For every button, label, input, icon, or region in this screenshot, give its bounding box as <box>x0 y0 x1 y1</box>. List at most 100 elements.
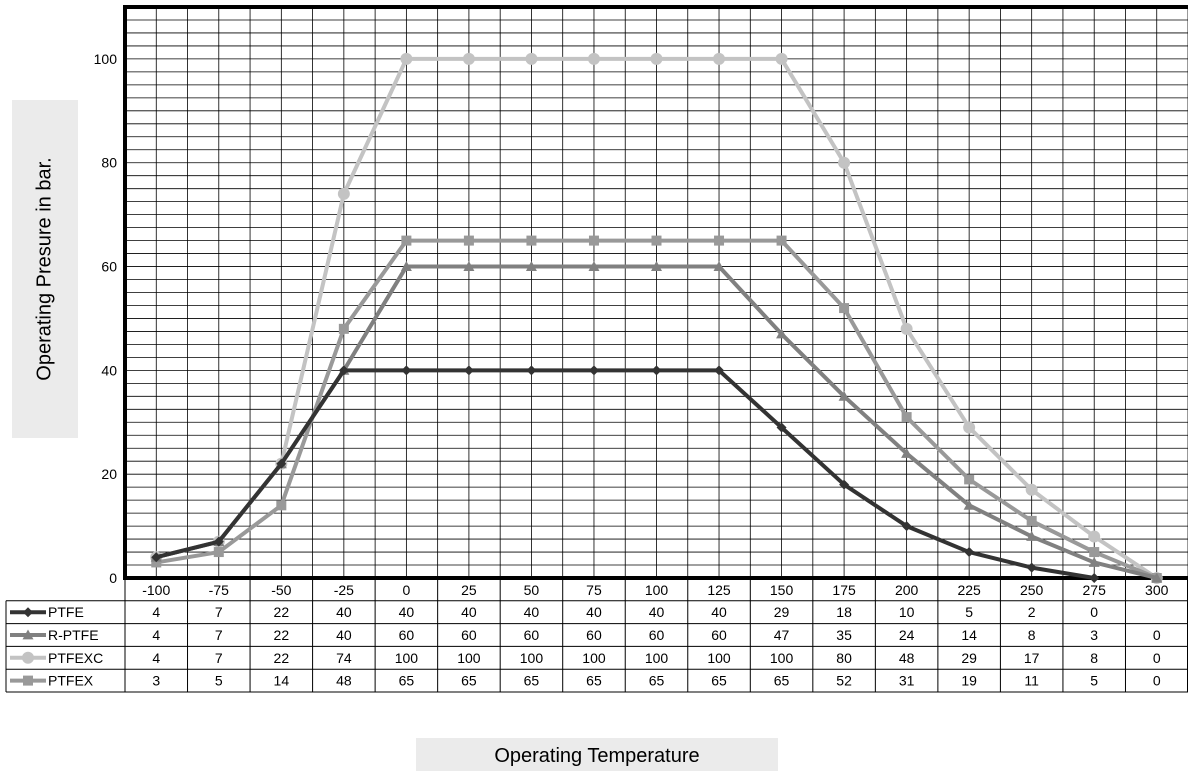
data-label: 40 <box>461 604 477 620</box>
data-label: 100 <box>707 650 731 666</box>
x-axis-label-box: Operating Temperature <box>416 738 778 771</box>
data-point-ptfexc <box>1025 483 1038 496</box>
data-label: 47 <box>774 627 790 643</box>
data-label: 14 <box>274 673 290 689</box>
data-label: 60 <box>586 627 602 643</box>
x-tick-label: 50 <box>524 582 540 598</box>
data-point-ptfex <box>964 474 975 485</box>
y-tick-label: 60 <box>101 259 117 275</box>
data-label: 2 <box>1028 604 1036 620</box>
data-label: 19 <box>961 673 977 689</box>
data-point-ptfex <box>276 500 287 511</box>
data-label: 3 <box>152 673 160 689</box>
data-label: 31 <box>899 673 915 689</box>
data-label: 65 <box>524 673 540 689</box>
x-tick-label: -100 <box>142 582 170 598</box>
data-point-r-ptfe <box>463 261 475 271</box>
data-point-r-ptfe <box>1088 556 1100 567</box>
data-label: 5 <box>215 673 223 689</box>
data-label: 52 <box>836 673 852 689</box>
data-point-ptfe <box>839 479 850 490</box>
data-point-r-ptfe <box>776 328 788 339</box>
legend-label: R-PTFE <box>48 627 99 643</box>
data-point-ptfex <box>151 557 162 568</box>
y-tick-label: 100 <box>94 51 118 67</box>
data-point-r-ptfe <box>400 261 412 271</box>
data-label: 60 <box>524 627 540 643</box>
data-label: 3 <box>1090 627 1098 643</box>
data-label: 35 <box>836 627 852 643</box>
data-label: 5 <box>965 604 973 620</box>
x-tick-label: 300 <box>1145 582 1169 598</box>
data-label: 0 <box>1153 650 1161 666</box>
data-label: 10 <box>899 604 915 620</box>
data-point-ptfexc <box>525 52 538 65</box>
data-label: 100 <box>520 650 544 666</box>
data-label: 40 <box>711 604 727 620</box>
data-point-r-ptfe <box>963 499 975 510</box>
data-point-r-ptfe <box>1026 530 1038 541</box>
data-label: 29 <box>774 604 790 620</box>
data-label: 4 <box>152 604 160 620</box>
x-tick-label: 225 <box>957 582 981 598</box>
data-label: 5 <box>1090 673 1098 689</box>
data-point-ptfe <box>964 547 975 558</box>
data-point-ptfexc <box>1088 530 1101 543</box>
x-tick-label: 275 <box>1083 582 1107 598</box>
data-point-ptfe <box>401 365 412 376</box>
series-line-ptfe <box>155 368 1095 580</box>
data-label: 8 <box>1028 627 1036 643</box>
data-label: 65 <box>649 673 665 689</box>
data-label: 100 <box>582 650 606 666</box>
x-tick-label: -25 <box>334 582 354 598</box>
data-point-ptfex <box>1026 515 1037 526</box>
data-label: 40 <box>336 604 352 620</box>
data-label: 100 <box>457 650 481 666</box>
data-label: 17 <box>1024 650 1040 666</box>
data-point-ptfex <box>714 235 725 246</box>
data-point-ptfex <box>401 235 412 246</box>
data-point-ptfexc <box>900 322 913 335</box>
data-point-ptfexc <box>963 421 976 434</box>
data-label: 100 <box>395 650 419 666</box>
data-point-ptfex <box>839 303 850 314</box>
data-label: 100 <box>645 650 669 666</box>
data-point-ptfe <box>526 365 537 376</box>
data-label: 65 <box>399 673 415 689</box>
data-label: 60 <box>461 627 477 643</box>
x-tick-label: -50 <box>271 582 291 598</box>
data-point-ptfe <box>213 536 224 547</box>
data-point-ptfe <box>651 365 662 376</box>
data-label: 40 <box>399 604 415 620</box>
x-tick-label: 250 <box>1020 582 1044 598</box>
data-label: 24 <box>899 627 915 643</box>
data-point-ptfex <box>1089 547 1100 558</box>
data-point-ptfexc <box>462 52 475 65</box>
legend-label: PTFE <box>48 604 84 620</box>
data-label: 22 <box>274 604 290 620</box>
data-label: 22 <box>274 627 290 643</box>
data-point-ptfe <box>1089 573 1100 583</box>
data-label: 65 <box>711 673 727 689</box>
data-point-ptfe <box>1026 562 1037 573</box>
data-point-ptfexc <box>587 52 600 65</box>
x-tick-label: 0 <box>402 582 410 598</box>
y-tick-label: 20 <box>101 466 117 482</box>
data-label: 48 <box>899 650 915 666</box>
data-point-ptfexc <box>713 52 726 65</box>
legend-key-marker <box>22 651 34 664</box>
data-label: 65 <box>586 673 602 689</box>
data-label: 40 <box>649 604 665 620</box>
data-point-ptfexc <box>337 187 350 200</box>
data-point-ptfexc <box>775 52 788 65</box>
x-tick-label: 125 <box>707 582 731 598</box>
data-point-r-ptfe <box>1151 572 1163 583</box>
x-tick-label: 25 <box>461 582 477 598</box>
legend-label: PTFEX <box>48 673 94 689</box>
data-point-ptfex <box>338 323 349 334</box>
data-label: 60 <box>649 627 665 643</box>
y-tick-label: 0 <box>109 570 117 586</box>
data-point-ptfex <box>651 235 662 246</box>
data-label: 80 <box>836 650 852 666</box>
